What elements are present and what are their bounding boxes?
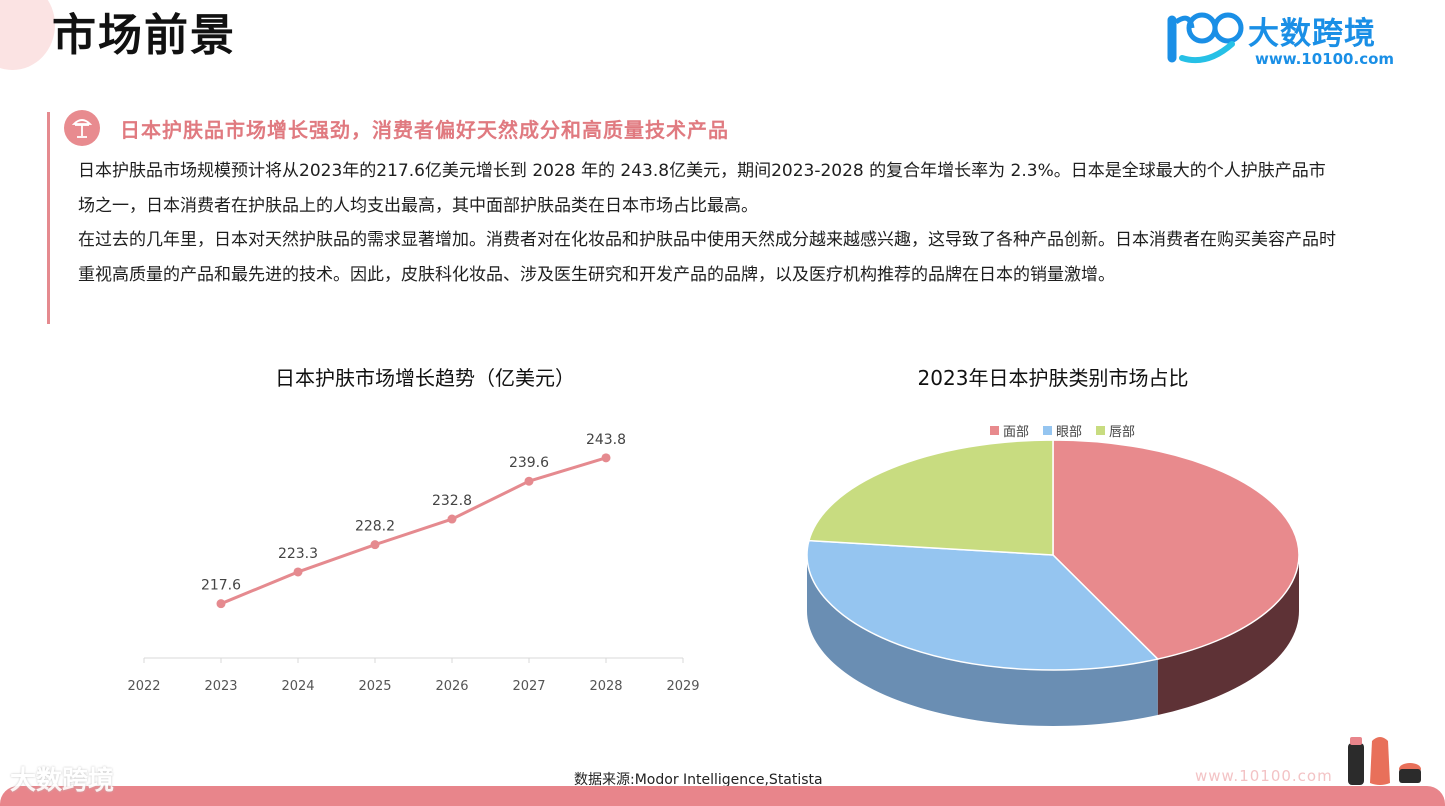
- x-tick-label: 2029: [666, 679, 699, 694]
- logo-url-text: www.10100.com: [1255, 50, 1395, 68]
- page-title: 市场前景: [52, 10, 236, 61]
- legend-item-eye[interactable]: 眼部: [1043, 421, 1082, 440]
- data-point: [447, 514, 457, 524]
- bottom-bar: [0, 786, 1445, 806]
- cosmetics-icon: [64, 110, 100, 146]
- section-accent-bar: [47, 112, 50, 324]
- legend-label: 眼部: [1056, 425, 1083, 440]
- legend-swatch: [1043, 426, 1053, 435]
- watermark-logo: 大数跨境: [10, 766, 115, 796]
- decorative-bottles-icon: [1348, 737, 1421, 785]
- data-source-note: 数据来源:Modor Intelligence,Statista: [574, 772, 823, 788]
- pie-chart-title: 2023年日本护肤类别市场占比: [917, 366, 1189, 390]
- pie-slice: [806, 539, 1160, 671]
- legend-label: 唇部: [1109, 425, 1136, 440]
- pie-legend: 面部 眼部 唇部: [990, 421, 1135, 440]
- data-point: [216, 599, 226, 609]
- logo-mark-icon: [1167, 12, 1244, 64]
- data-label: 228.2: [355, 519, 395, 535]
- x-tick-label: 2024: [281, 679, 314, 694]
- data-label: 232.8: [432, 493, 472, 509]
- watermark-url: www.10100.com: [1195, 767, 1333, 785]
- data-point: [293, 567, 303, 577]
- series-line: [220, 456, 607, 606]
- brand-logo[interactable]: 大数跨境 www.10100.com: [1162, 6, 1402, 70]
- legend-item-face[interactable]: 面部: [990, 421, 1029, 440]
- pie-slice: [1052, 439, 1300, 660]
- data-point: [370, 540, 380, 550]
- line-chart: 2022 2023 2024 2025 2026 2027 2028 2029 217.6 223…: [127, 432, 699, 694]
- x-tick-label: 2025: [358, 679, 391, 694]
- legend-swatch: [990, 426, 999, 435]
- legend-swatch: [1096, 426, 1106, 435]
- pie-slice: [807, 439, 1054, 556]
- corner-decoration: [0, 0, 55, 70]
- line-chart-title: 日本护肤市场增长趋势（亿美元）: [275, 366, 575, 390]
- pie-slice-side: [1157, 555, 1299, 716]
- body-text: 日本护肤品市场规模预计将从2023年的217.6亿美元增长到 2028 年的 2…: [78, 154, 1338, 292]
- pie-slice-side: [807, 555, 1158, 726]
- pie-chart: [806, 439, 1300, 726]
- paragraph: 日本护肤品市场规模预计将从2023年的217.6亿美元增长到 2028 年的 2…: [78, 161, 1326, 216]
- x-tick-label: 2026: [435, 679, 468, 694]
- data-label: 217.6: [201, 578, 241, 594]
- data-label: 223.3: [278, 546, 318, 562]
- paragraph: 在过去的几年里，日本对天然护肤品的需求显著增加。消费者对在化妆品和护肤品中使用天…: [78, 230, 1336, 285]
- data-label: 239.6: [509, 455, 549, 471]
- data-point: [601, 453, 611, 463]
- logo-brand-text: 大数跨境: [1248, 16, 1376, 52]
- legend-item-lip[interactable]: 唇部: [1096, 421, 1135, 440]
- x-tick-label: 2027: [512, 679, 545, 694]
- x-tick-label: 2022: [127, 679, 160, 694]
- data-point: [524, 476, 534, 486]
- data-label: 243.8: [586, 432, 626, 448]
- legend-label: 面部: [1003, 425, 1030, 440]
- x-tick-label: 2023: [204, 679, 237, 694]
- section-heading: 日本护肤品市场增长强劲，消费者偏好天然成分和高质量技术产品: [120, 118, 729, 142]
- x-tick-label: 2028: [589, 679, 622, 694]
